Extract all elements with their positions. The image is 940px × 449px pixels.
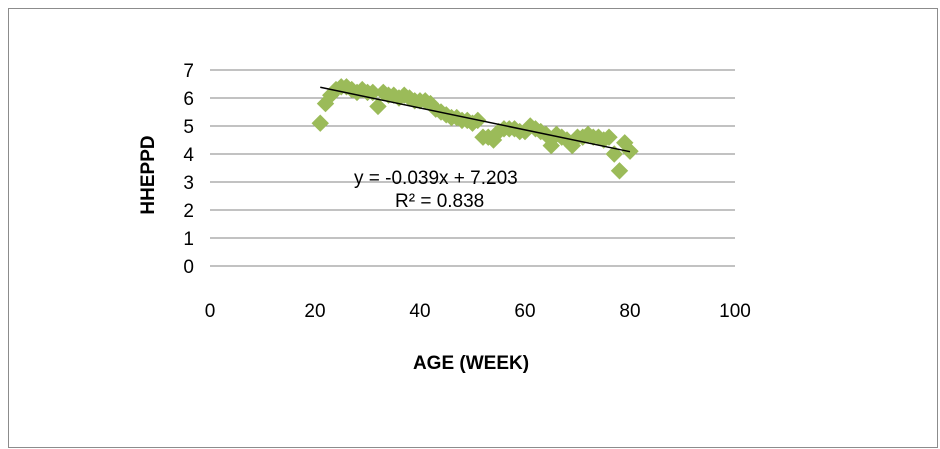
data-point <box>600 128 618 146</box>
x-tick-label: 0 <box>205 301 216 322</box>
data-point <box>311 114 329 132</box>
trendline <box>320 86 631 153</box>
trendline-equation: y = -0.039x + 7.203 <box>354 168 518 189</box>
y-tick-label: 4 <box>183 145 194 166</box>
x-axis-ticks: 0 20 40 60 80 100 <box>205 301 751 322</box>
x-tick-label: 60 <box>514 301 535 322</box>
r-squared-label: R² = 0.838 <box>395 191 484 212</box>
y-tick-label: 3 <box>183 173 194 194</box>
scatter-chart: 0 1 2 3 4 5 6 7 0 20 40 60 80 100 y = -0.039x + 7.20… <box>138 61 751 374</box>
x-tick-label: 80 <box>619 301 640 322</box>
chart-area: 0 1 2 3 4 5 6 7 0 20 40 60 80 100 y = -0.039x + 7.20… <box>8 8 938 448</box>
x-tick-label: 20 <box>304 301 325 322</box>
data-point <box>369 97 387 116</box>
y-tick-label: 2 <box>183 201 194 222</box>
y-tick-label: 5 <box>183 117 194 138</box>
y-axis-ticks: 0 1 2 3 4 5 6 7 <box>183 61 194 278</box>
y-tick-label: 0 <box>183 257 194 278</box>
y-axis-title: HHEPPD <box>138 135 159 214</box>
y-tick-label: 1 <box>183 229 194 250</box>
data-points <box>311 78 639 180</box>
y-tick-label: 7 <box>183 61 194 82</box>
data-point <box>610 162 629 180</box>
x-tick-label: 40 <box>409 301 430 322</box>
x-tick-label: 100 <box>719 301 751 322</box>
x-axis-title: AGE (WEEK) <box>413 353 529 374</box>
y-tick-label: 6 <box>183 89 194 110</box>
data-point <box>605 145 623 163</box>
